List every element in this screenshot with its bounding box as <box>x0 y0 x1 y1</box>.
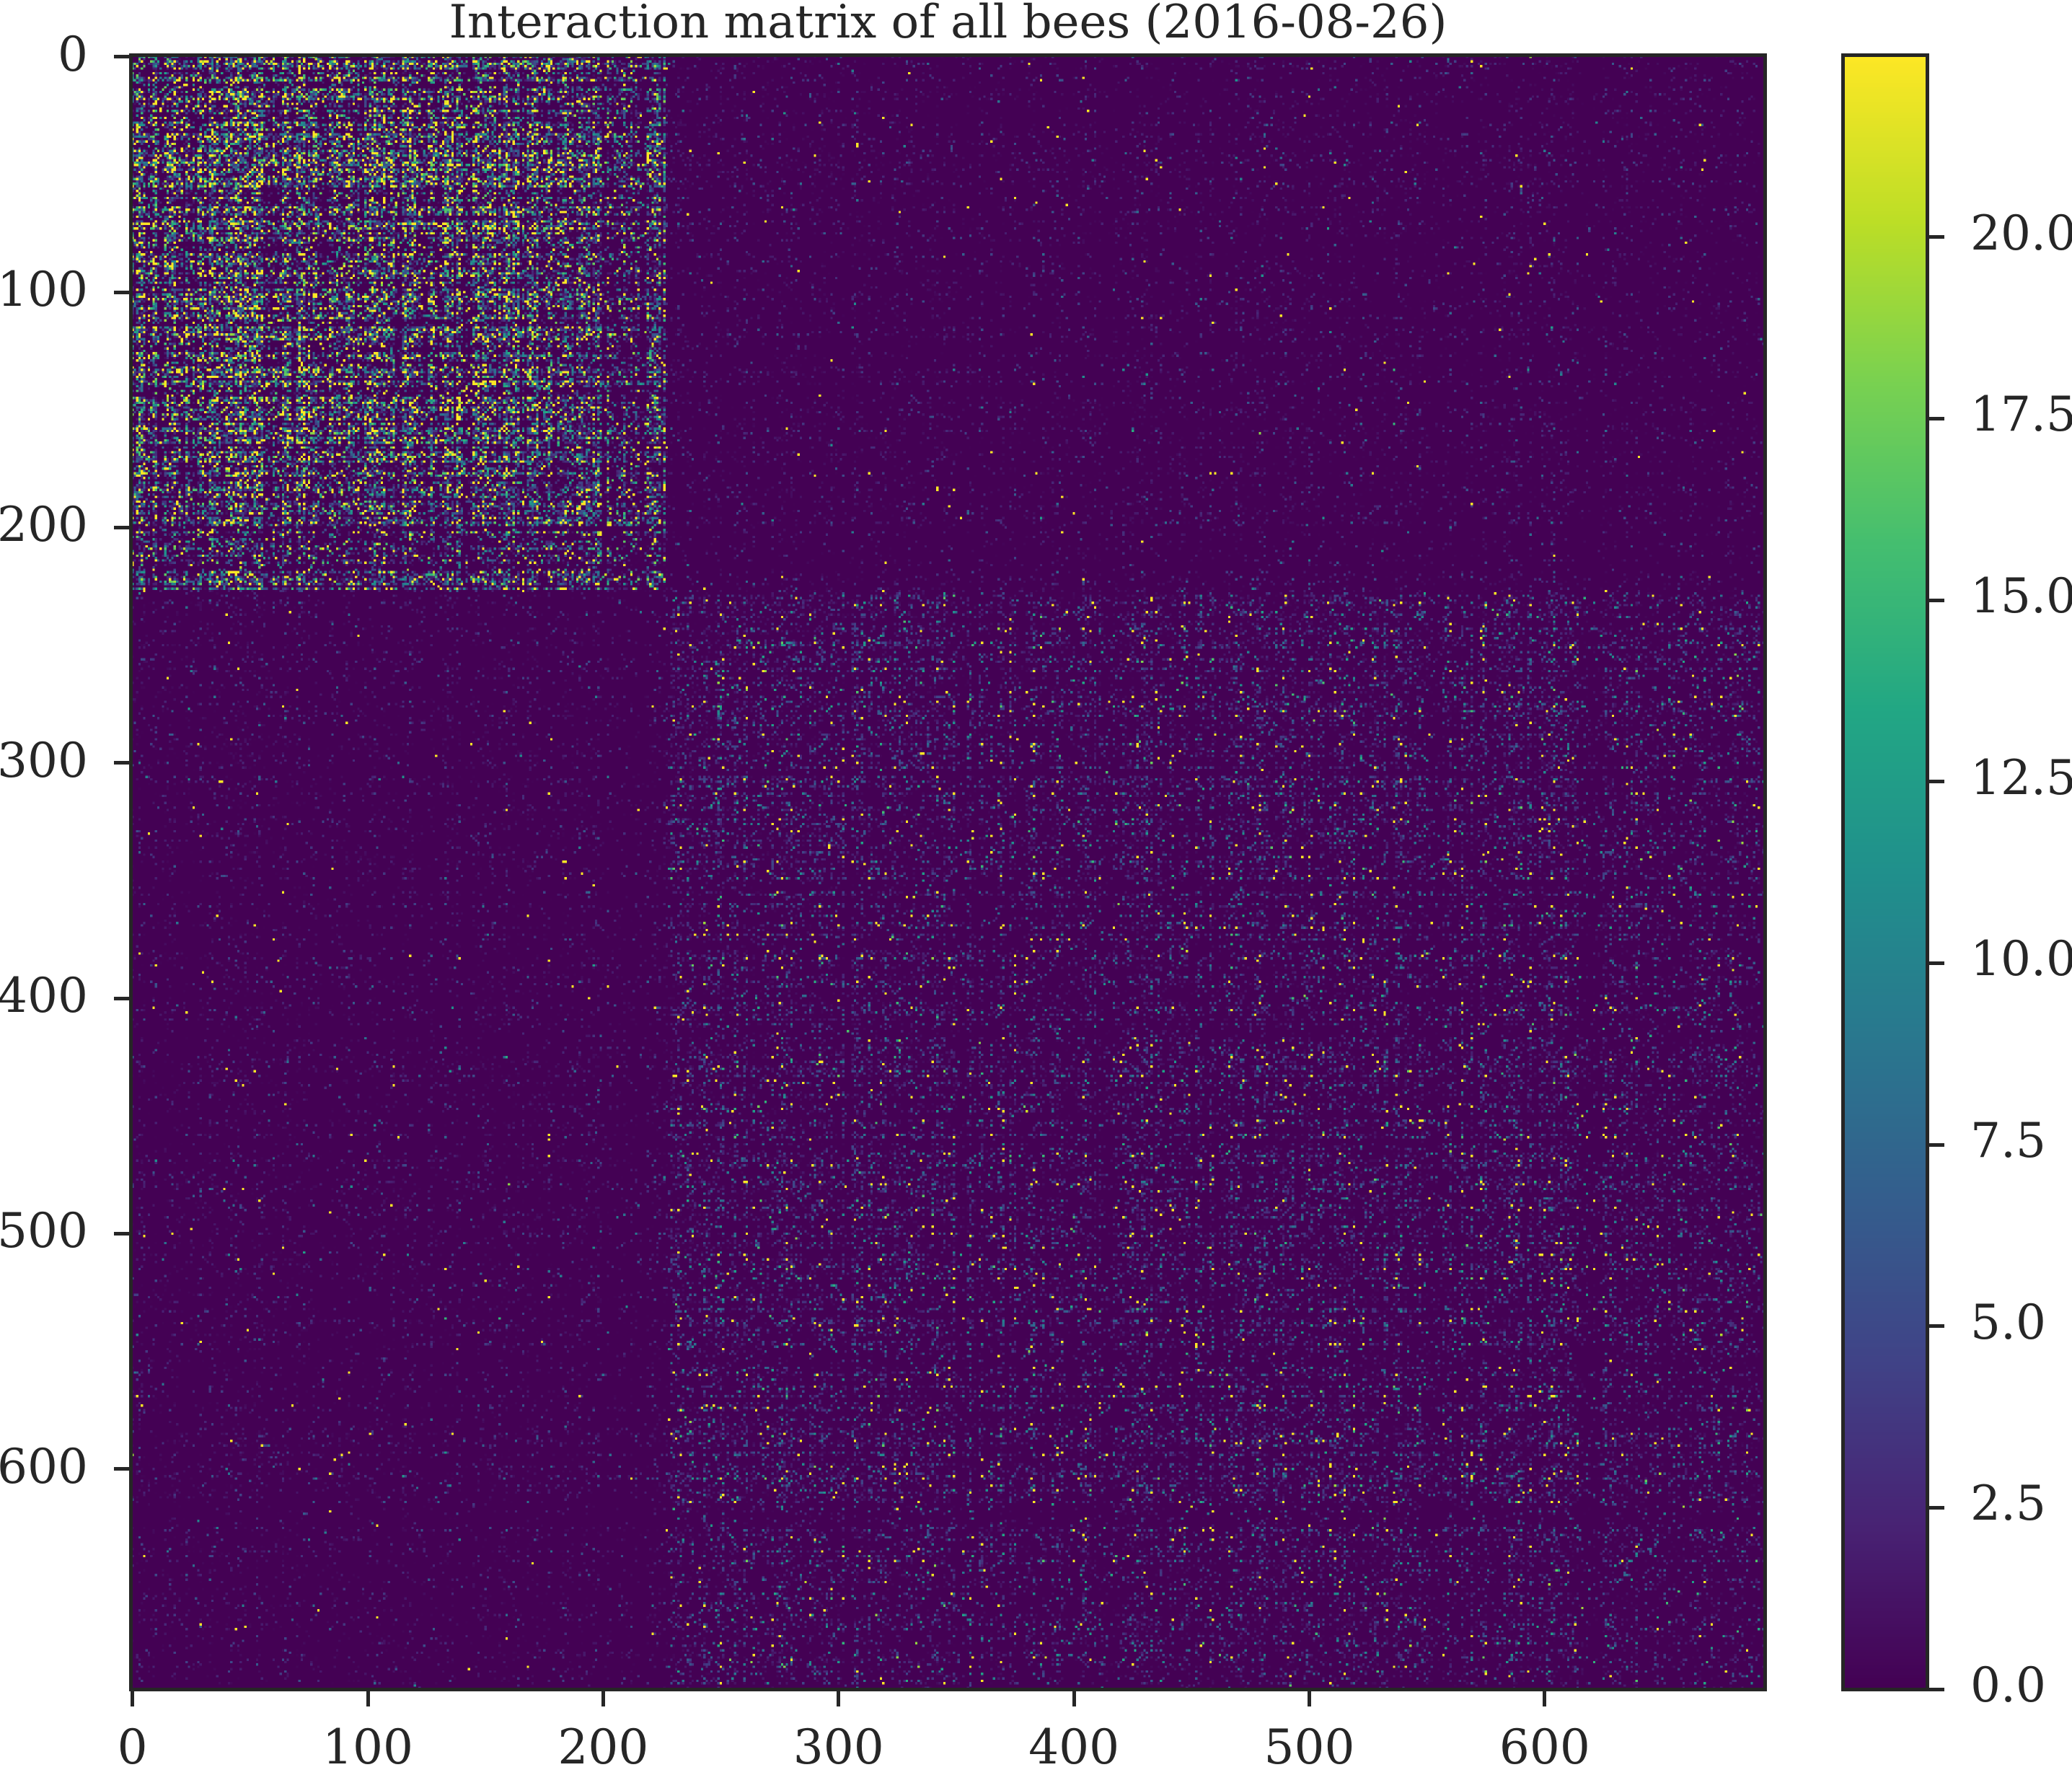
colorbar-tick <box>1927 1505 1944 1510</box>
colorbar-tick-label: 10.0 <box>1970 931 2072 987</box>
y-tick <box>114 1231 131 1236</box>
colorbar-tick-label: 0.0 <box>1970 1657 2046 1713</box>
colorbar-tick <box>1927 780 1944 784</box>
x-tick <box>366 1689 370 1706</box>
colorbar-frame <box>1841 53 1929 1691</box>
x-tick <box>601 1689 605 1706</box>
colorbar-tick <box>1927 1687 1944 1691</box>
y-tick-label: 600 <box>0 1438 88 1494</box>
colorbar-tick-label: 2.5 <box>1970 1476 2046 1532</box>
colorbar-tick <box>1927 1142 1944 1147</box>
colorbar-tick <box>1927 416 1944 420</box>
colorbar-tick <box>1927 961 1944 965</box>
x-tick <box>1072 1689 1076 1706</box>
y-tick <box>114 1467 131 1471</box>
x-tick-label: 300 <box>793 1719 884 1775</box>
x-tick-label: 400 <box>1028 1719 1120 1775</box>
colorbar-tick <box>1927 1324 1944 1329</box>
y-tick <box>114 55 131 59</box>
x-tick <box>131 1689 135 1706</box>
interaction-matrix-heatmap <box>131 56 1765 1689</box>
y-tick-label: 300 <box>0 732 88 788</box>
x-tick <box>837 1689 841 1706</box>
x-tick-label: 100 <box>322 1719 413 1775</box>
colorbar-tick-label: 5.0 <box>1970 1294 2046 1350</box>
y-tick <box>114 525 131 529</box>
colorbar <box>1841 53 1929 1691</box>
x-tick <box>1543 1689 1547 1706</box>
x-tick-label: 0 <box>117 1719 148 1775</box>
colorbar-gradient <box>1843 56 1927 1689</box>
y-tick-label: 100 <box>0 262 88 317</box>
y-tick <box>114 761 131 765</box>
y-tick-label: 0 <box>58 26 88 82</box>
colorbar-tick <box>1927 235 1944 239</box>
colorbar-tick-label: 7.5 <box>1970 1113 2046 1168</box>
heatmap-axes <box>129 53 1767 1691</box>
y-tick-label: 500 <box>0 1203 88 1259</box>
x-tick-label: 200 <box>557 1719 649 1775</box>
colorbar-tick-label: 12.5 <box>1970 749 2072 806</box>
y-tick-label: 200 <box>0 497 88 553</box>
chart-title: Interaction matrix of all bees (2016-08-… <box>449 0 1447 49</box>
colorbar-tick-label: 15.0 <box>1970 568 2072 624</box>
x-tick <box>1307 1689 1311 1706</box>
y-tick <box>114 996 131 1000</box>
x-tick-label: 600 <box>1499 1719 1590 1775</box>
colorbar-tick <box>1927 598 1944 602</box>
y-tick-label: 400 <box>0 968 88 1024</box>
x-tick-label: 500 <box>1264 1719 1355 1775</box>
y-tick <box>114 290 131 294</box>
colorbar-tick-label: 17.5 <box>1970 387 2072 443</box>
colorbar-tick-label: 20.0 <box>1970 205 2072 261</box>
